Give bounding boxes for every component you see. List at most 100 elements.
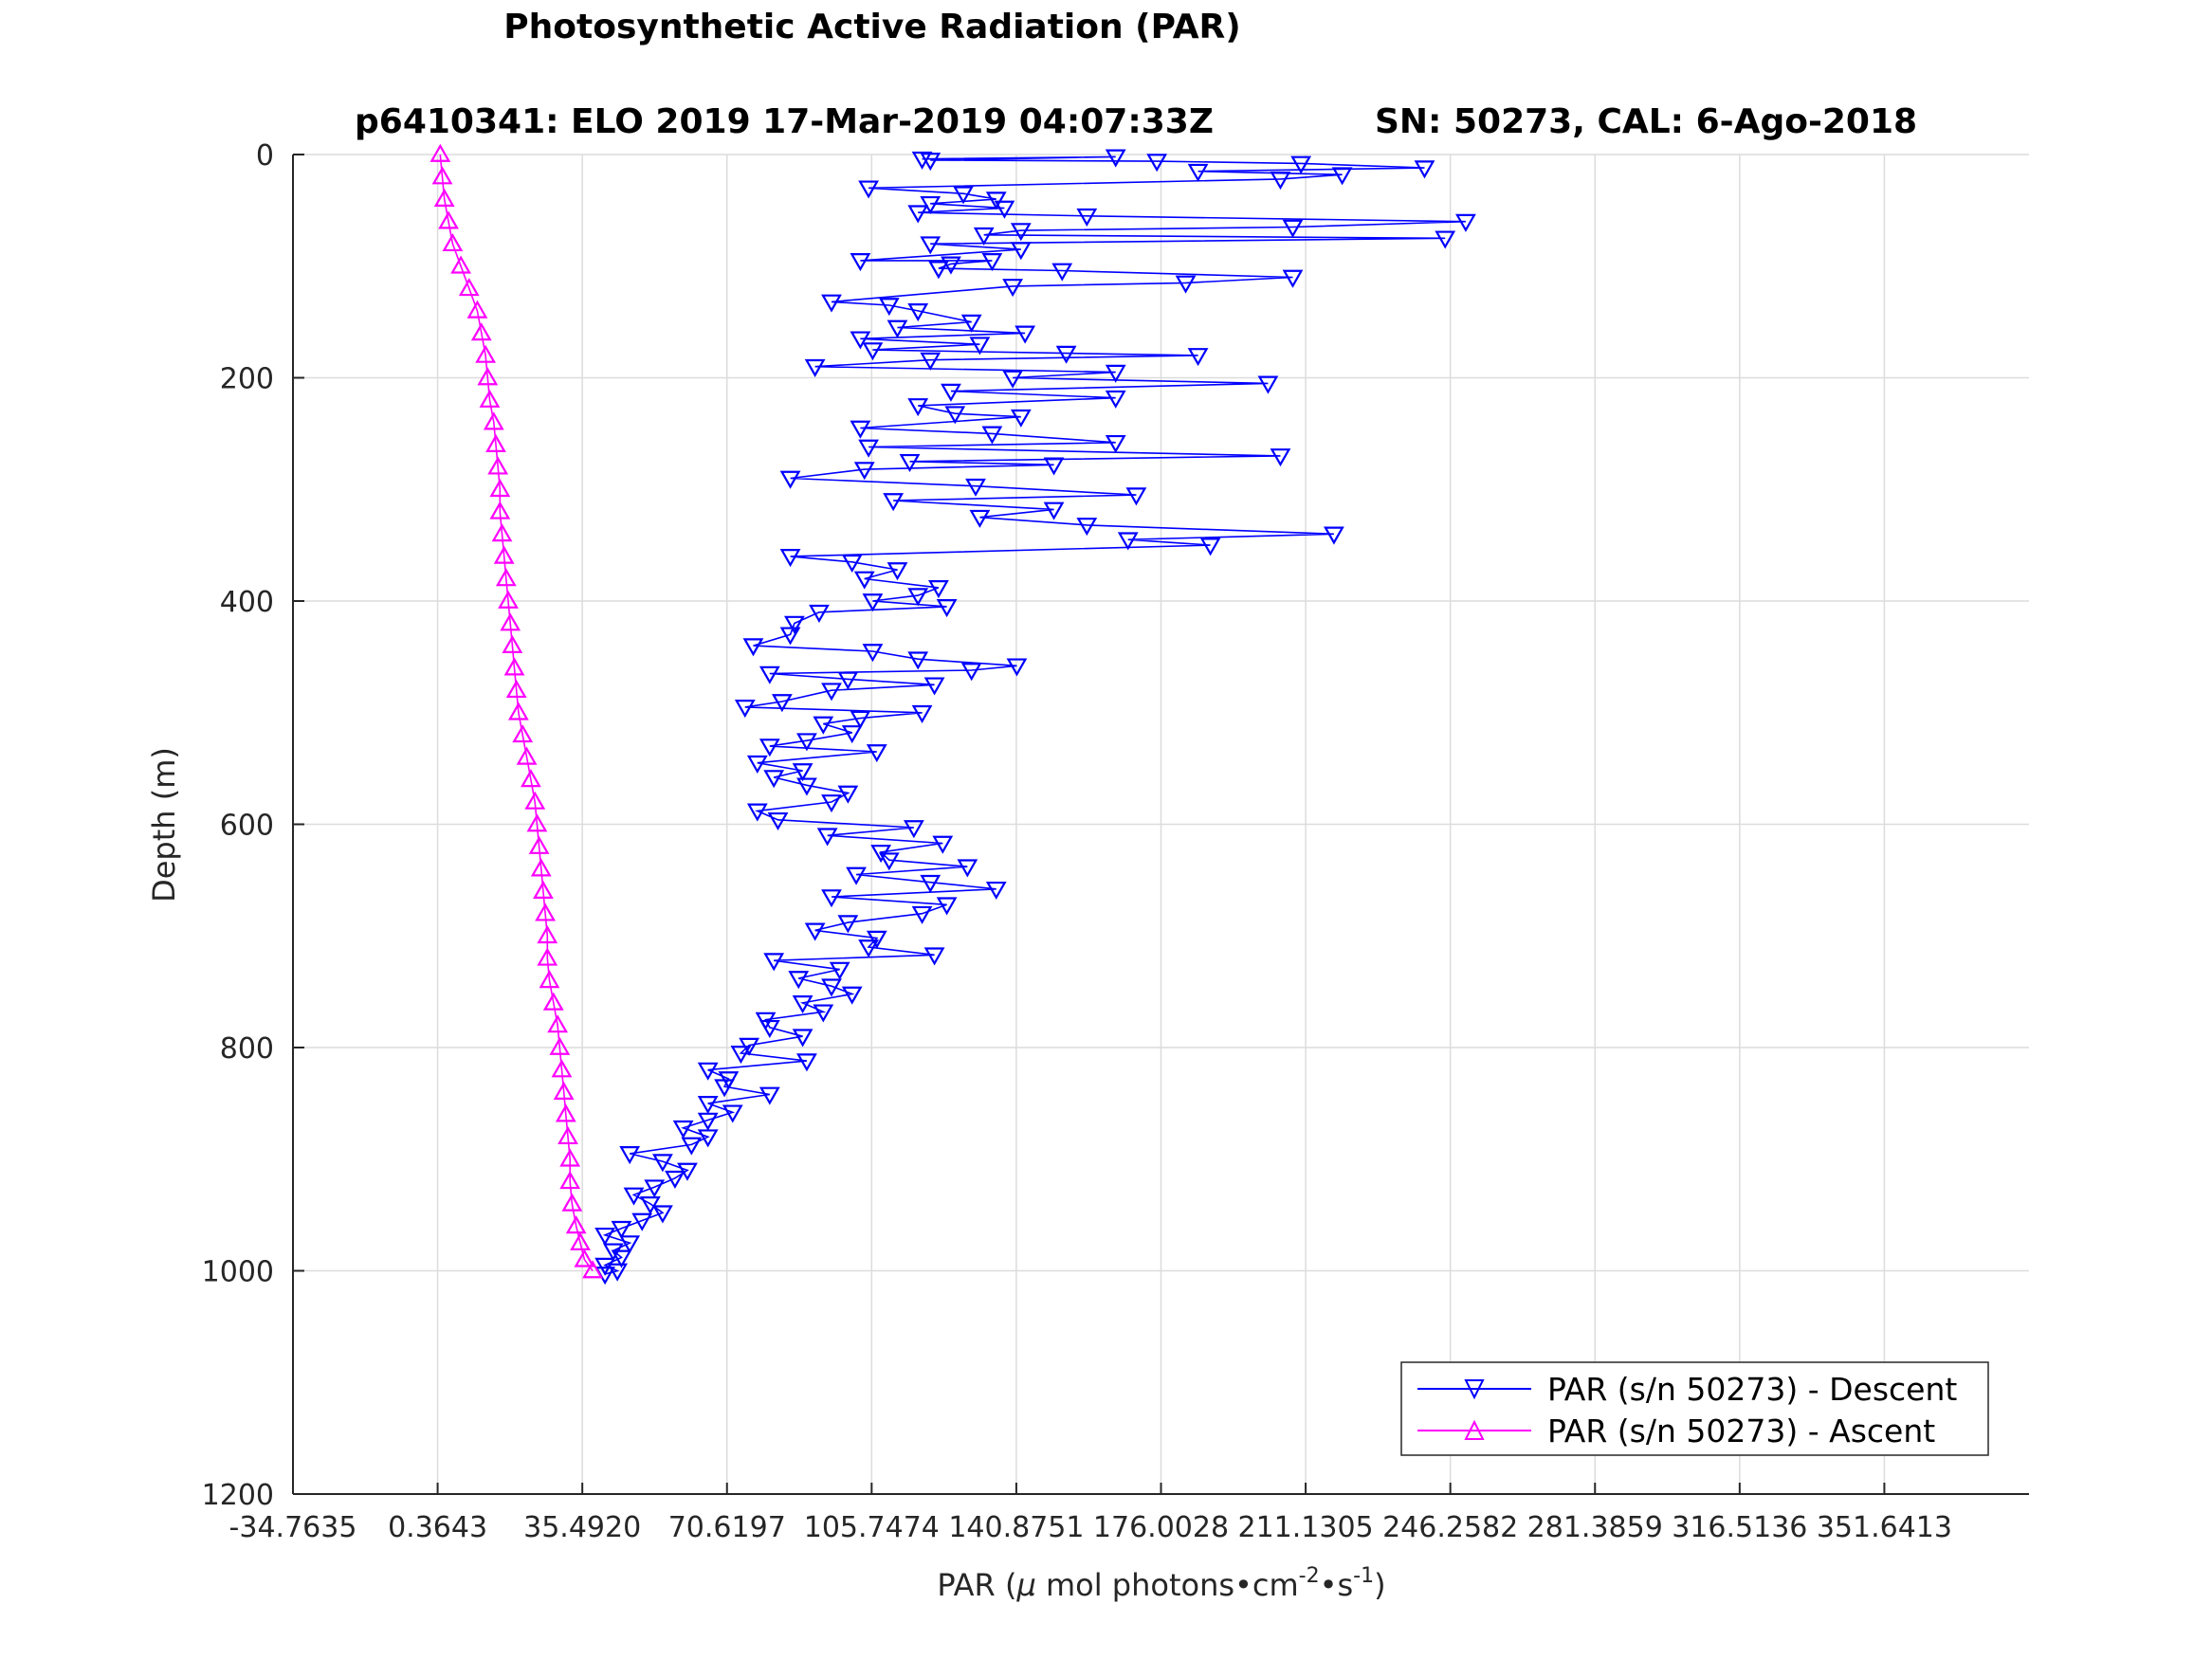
data-point-marker	[969, 509, 991, 528]
data-point-marker	[607, 1263, 629, 1282]
data-point-marker	[1055, 345, 1077, 364]
data-point-marker	[862, 644, 884, 663]
data-point-marker	[841, 986, 863, 1005]
data-point-marker	[539, 970, 560, 989]
legend-box	[1400, 1361, 1989, 1456]
data-point-marker	[1105, 434, 1126, 454]
data-point-marker	[672, 1120, 694, 1139]
data-point-marker	[858, 439, 879, 458]
data-point-marker	[555, 1103, 576, 1122]
data-point-marker	[559, 1171, 581, 1190]
data-point-marker	[907, 205, 929, 224]
data-point-marker	[697, 1062, 719, 1081]
data-point-marker	[779, 470, 801, 489]
data-point-marker	[1414, 160, 1435, 179]
data-point-marker	[639, 1196, 661, 1215]
data-point-marker	[957, 859, 978, 878]
data-point-marker	[878, 852, 900, 871]
data-point-marker	[923, 677, 945, 696]
data-point-marker	[470, 322, 492, 341]
data-point-marker	[1010, 242, 1032, 261]
series-line	[602, 155, 1466, 1275]
y-tick-label: 200	[220, 363, 274, 396]
data-point-marker	[804, 922, 826, 941]
data-point-marker	[763, 770, 785, 789]
data-point-marker	[516, 746, 538, 765]
data-point-marker	[920, 153, 941, 172]
chart-title: Photosynthetic Active Radiation (PAR)	[503, 8, 1240, 46]
data-point-marker	[450, 255, 471, 274]
data-point-marker	[829, 961, 850, 980]
data-point-marker	[491, 523, 513, 542]
data-point-marker	[558, 1125, 578, 1145]
data-point-marker	[920, 352, 941, 371]
data-point-marker	[821, 978, 842, 997]
data-point-marker	[742, 638, 764, 657]
data-point-marker	[837, 915, 859, 934]
data-point-marker	[907, 303, 929, 322]
data-point-marker	[878, 298, 900, 317]
data-point-marker	[722, 1104, 743, 1123]
legend: PAR (s/n 50273) - Descent PAR (s/n 50273…	[1400, 1361, 1989, 1456]
data-point-marker	[883, 493, 905, 512]
data-point-marker	[953, 186, 974, 205]
data-point-marker	[619, 1146, 641, 1165]
data-point-marker	[1105, 149, 1126, 168]
data-point-marker	[430, 143, 451, 162]
data-point-marker	[862, 342, 884, 361]
data-point-marker	[936, 599, 958, 618]
data-point-marker	[804, 358, 826, 377]
data-point-marker	[498, 590, 519, 609]
y-tick-label: 1000	[202, 1256, 274, 1289]
data-point-marker	[1435, 230, 1456, 249]
x-label-suffix: )	[1374, 1567, 1385, 1603]
descent-series	[594, 149, 1476, 1285]
x-label-prefix: PAR (	[937, 1567, 1016, 1603]
data-point-marker	[533, 880, 554, 899]
data-point-marker	[796, 1053, 817, 1072]
data-point-marker	[858, 939, 879, 958]
data-point-marker	[730, 1046, 752, 1065]
data-point-marker	[521, 769, 541, 788]
data-point-marker	[973, 227, 995, 246]
x-tick-label: 281.3859	[1527, 1511, 1663, 1544]
data-point-marker	[611, 1249, 632, 1268]
data-point-marker	[850, 253, 871, 272]
data-point-marker	[911, 704, 933, 723]
data-point-marker	[1076, 518, 1098, 537]
chart-subtitle-right: SN: 50273, CAL: 6-Ago-2018	[1375, 102, 1917, 141]
data-point-marker	[1199, 538, 1221, 556]
data-point-marker	[570, 1231, 591, 1250]
x-tick-label: 176.0028	[1093, 1511, 1229, 1544]
data-point-marker	[526, 813, 548, 832]
data-point-marker	[547, 1014, 569, 1033]
data-point-marker	[495, 568, 517, 587]
x-tick-label: 35.4920	[523, 1511, 641, 1544]
data-point-marker	[565, 1215, 587, 1234]
data-point-marker	[697, 1096, 719, 1115]
data-point-marker	[920, 236, 941, 255]
x-tick-label: 316.5136	[1672, 1511, 1807, 1544]
data-point-marker	[512, 724, 534, 743]
data-point-marker	[936, 897, 958, 916]
y-tick-label: 0	[256, 139, 274, 173]
data-point-marker	[574, 1249, 595, 1267]
x-label-mid: mol photons•cm	[1036, 1567, 1299, 1603]
data-point-marker	[792, 995, 814, 1014]
data-point-marker	[652, 1154, 673, 1173]
data-point-marker	[489, 501, 511, 520]
data-point-marker	[1043, 457, 1065, 476]
data-point-marker	[821, 683, 842, 702]
data-point-marker	[969, 337, 991, 356]
data-point-marker	[981, 426, 1003, 445]
data-point-marker	[813, 1004, 834, 1023]
data-point-marker	[681, 1137, 703, 1156]
data-point-marker	[907, 398, 929, 417]
data-point-marker	[594, 1227, 615, 1247]
data-point-marker	[1331, 167, 1353, 186]
legend-descent-label: PAR (s/n 50273) - Descent	[1547, 1371, 1957, 1408]
data-point-marker	[623, 1187, 645, 1206]
data-point-marker	[500, 612, 521, 631]
x-tick-label: 351.6413	[1817, 1511, 1952, 1544]
data-point-marker	[1002, 370, 1024, 389]
